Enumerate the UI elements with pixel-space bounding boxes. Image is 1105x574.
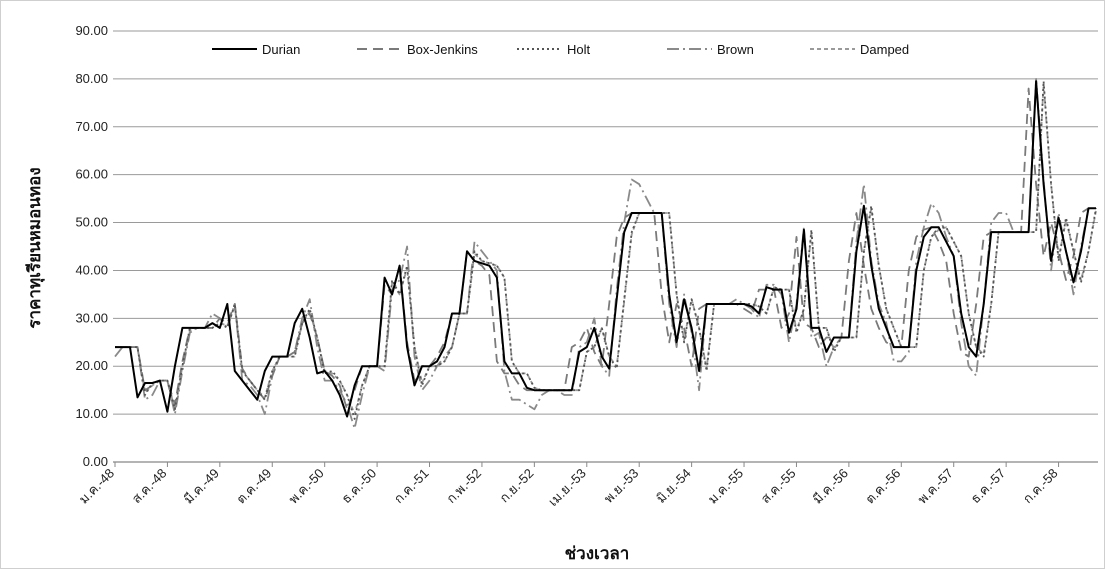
legend-label: Damped <box>860 42 909 57</box>
y-tick-label: 20.00 <box>75 358 108 373</box>
y-tick-label: 30.00 <box>75 310 108 325</box>
y-tick-label: 80.00 <box>75 71 108 86</box>
legend-label: Box-Jenkins <box>407 42 478 57</box>
gridlines <box>113 30 1098 463</box>
x-axis-title: ช่วงเวลา <box>565 544 630 564</box>
y-tick-label: 70.00 <box>75 119 108 134</box>
legend: Durian Box-Jenkins Holt Brown Damped <box>212 42 909 57</box>
y-tick-label: 50.00 <box>75 215 108 230</box>
y-tick-label: 40.00 <box>75 262 108 277</box>
series-line-durian <box>115 80 1096 418</box>
legend-label: Holt <box>567 42 591 57</box>
series-line-holt <box>115 80 1097 420</box>
y-axis-ticks: 0.00 10.00 20.00 30.00 40.00 50.00 60.00 70.00 8… <box>75 23 108 469</box>
y-tick-label: 10.00 <box>75 406 108 421</box>
y-tick-label: 90.00 <box>75 23 108 38</box>
legend-label: Durian <box>262 42 300 57</box>
series-lines <box>114 78 1097 430</box>
legend-label: Brown <box>717 42 754 57</box>
y-axis-title: ราคาทุเรียนหมอนทอง <box>24 167 45 328</box>
y-tick-label: 0.00 <box>83 454 108 469</box>
y-tick-label: 60.00 <box>75 167 108 182</box>
